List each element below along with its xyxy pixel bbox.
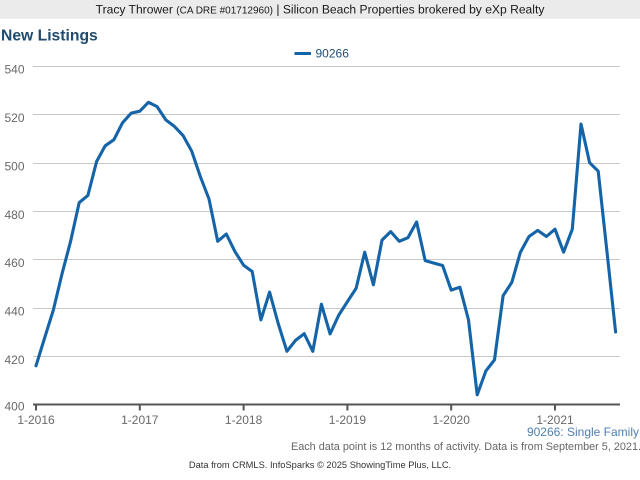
svg-text:Data from CRMLS. InfoSparks ©: Data from CRMLS. InfoSparks © 2025 Showi… bbox=[189, 460, 451, 470]
svg-text:520: 520 bbox=[4, 111, 24, 125]
svg-text:1-2017: 1-2017 bbox=[121, 413, 159, 427]
svg-text:1-2016: 1-2016 bbox=[17, 413, 55, 427]
svg-text:90266: Single Family: 90266: Single Family bbox=[527, 425, 639, 439]
svg-text:440: 440 bbox=[4, 305, 24, 319]
svg-text:90266: 90266 bbox=[316, 47, 350, 61]
svg-text:400: 400 bbox=[4, 400, 24, 414]
svg-text:500: 500 bbox=[4, 159, 24, 173]
svg-text:1-2019: 1-2019 bbox=[329, 413, 367, 427]
svg-text:Tracy Thrower (CA DRE #0171296: Tracy Thrower (CA DRE #01712960) | Silic… bbox=[96, 3, 546, 17]
svg-text:1-2018: 1-2018 bbox=[225, 413, 263, 427]
svg-text:420: 420 bbox=[4, 353, 24, 367]
svg-text:1-2021: 1-2021 bbox=[536, 413, 574, 427]
svg-text:1-2020: 1-2020 bbox=[433, 413, 471, 427]
svg-text:540: 540 bbox=[4, 63, 24, 77]
svg-text:Each data point is 12 months o: Each data point is 12 months of activity… bbox=[291, 441, 640, 453]
svg-text:480: 480 bbox=[4, 208, 24, 222]
svg-text:460: 460 bbox=[4, 256, 24, 270]
svg-text:New Listings: New Listings bbox=[1, 28, 98, 45]
